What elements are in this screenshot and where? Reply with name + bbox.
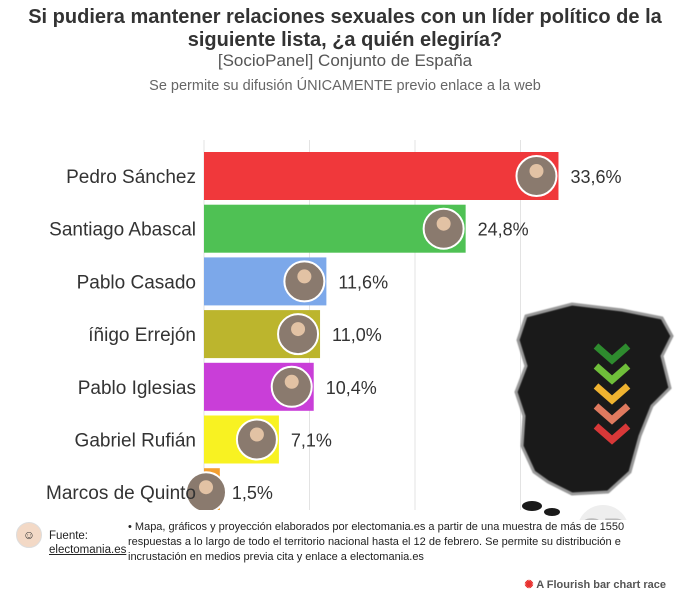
flourish-label: A Flourish bar chart race: [536, 579, 666, 591]
footer-description: • Mapa, gráficos y proyección elaborados…: [128, 520, 648, 565]
category-label: Gabriel Rufián: [75, 431, 196, 452]
bar: [204, 204, 466, 253]
avatar-face: [529, 164, 544, 178]
value-label: 1,5%: [232, 483, 273, 503]
source-label: Fuente:: [49, 530, 88, 542]
avatar-face: [284, 374, 299, 389]
value-label: 11,0%: [332, 325, 382, 345]
avatar-face: [297, 269, 312, 284]
category-label: Pedro Sánchez: [66, 167, 196, 188]
chevron: [593, 363, 631, 385]
avatar-face: [249, 427, 264, 442]
spain-map-icon: [514, 302, 674, 516]
bar: [204, 152, 559, 200]
avatar-face: [199, 480, 213, 495]
flourish-icon: ✺: [524, 579, 534, 591]
chevron: [593, 423, 631, 445]
bar-chart: Pedro Sánchez 33,6% Santiago Abascal 24,8% P…: [46, 140, 622, 510]
chevron: [593, 383, 631, 405]
category-label: Marcos de Quinto: [46, 483, 196, 504]
value-label: 33,6%: [570, 167, 621, 187]
value-label: 11,6%: [338, 272, 388, 292]
chevron: [593, 403, 631, 425]
chevron: [593, 343, 631, 365]
source-link[interactable]: electomania.es: [49, 544, 127, 556]
category-label: íñigo Errejón: [88, 325, 196, 346]
chart-subtitle: [SocioPanel] Conjunto de España: [217, 51, 473, 70]
value-label: 24,8%: [478, 220, 529, 240]
chevron-down-icon: [593, 343, 631, 445]
flourish-credit[interactable]: ✺ A Flourish bar chart race: [524, 578, 666, 591]
avatar-face: [436, 216, 451, 231]
avatar-face: [291, 322, 306, 337]
electomania-logo-icon: ☺: [16, 522, 42, 548]
category-label: Pablo Iglesias: [78, 378, 196, 399]
value-label: 7,1%: [291, 431, 332, 451]
chart-note: Se permite su difusión ÚNICAMENTE previo…: [149, 78, 541, 94]
value-label: 10,4%: [326, 378, 377, 398]
category-label: Santiago Abascal: [49, 220, 196, 241]
chart-title: Si pudiera mantener relaciones sexuales …: [28, 6, 662, 51]
category-label: Pablo Casado: [77, 272, 196, 293]
